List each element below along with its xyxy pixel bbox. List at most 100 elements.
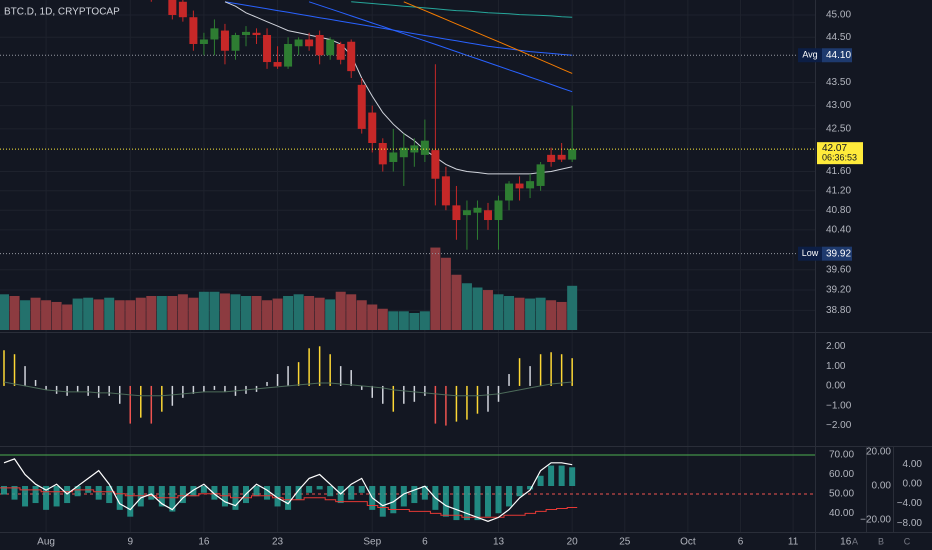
histogram-bar: [348, 486, 355, 500]
volume-bar: [514, 297, 525, 330]
volume-bar: [240, 296, 251, 330]
y-tick-label: 42.50: [826, 124, 851, 135]
price-line-value-box: [822, 48, 852, 63]
histogram-bar: [421, 486, 428, 500]
y-tick-label: −4.00: [897, 498, 923, 509]
histogram-bar: [316, 486, 323, 490]
volume-bar: [51, 301, 62, 330]
volume-bar: [546, 300, 557, 330]
x-tick-label: 16: [198, 537, 210, 548]
histogram-bar: [527, 486, 534, 490]
histogram-bar: [264, 486, 271, 500]
histogram-bar: [74, 486, 81, 497]
y-tick-label: 40.00: [829, 508, 854, 519]
volume-bar: [135, 297, 146, 330]
y-tick-label: 4.00: [903, 459, 923, 470]
volume-bar: [409, 313, 420, 330]
histogram-bar: [274, 486, 281, 507]
y-tick-label: 38.80: [826, 305, 851, 316]
y-tick-label: 44.50: [826, 32, 851, 43]
volume-bar: [93, 299, 104, 330]
candle-body: [526, 181, 535, 189]
histogram-bar: [390, 486, 397, 514]
candle-body: [305, 39, 314, 47]
histogram-bar: [53, 486, 60, 507]
candle-body: [505, 183, 514, 201]
candle-body: [431, 150, 440, 179]
scale-button[interactable]: C: [904, 536, 911, 546]
volume-bar: [504, 296, 515, 330]
volume-bar: [251, 296, 262, 330]
histogram-bar: [148, 486, 155, 500]
x-tick-label: 6: [422, 537, 428, 548]
volume-bar: [219, 293, 230, 330]
histogram-bar: [221, 486, 228, 507]
volume-bar: [472, 287, 483, 330]
scale-button[interactable]: A: [852, 536, 858, 546]
candle-body: [273, 62, 282, 67]
x-tick-label: 23: [272, 537, 284, 548]
histogram-bar: [95, 486, 102, 500]
histogram-bar: [200, 486, 207, 493]
indicator-line: [308, 1, 573, 93]
x-tick-label: Sep: [363, 537, 381, 548]
volume-bar: [388, 311, 399, 330]
price-line-name-box: [798, 246, 822, 261]
scale-button[interactable]: B: [878, 536, 884, 546]
candle-body: [189, 17, 198, 44]
volume-bar: [430, 247, 441, 330]
histogram-bar: [474, 486, 481, 521]
histogram-bar: [137, 486, 144, 507]
histogram-bar: [506, 486, 513, 507]
histogram-bar: [190, 486, 197, 497]
volume-bar: [72, 298, 83, 330]
histogram-bar: [411, 486, 418, 504]
histogram-bar: [453, 486, 460, 521]
volume-bar: [283, 296, 294, 330]
y-tick-label: 40.40: [826, 225, 851, 236]
candle-body: [252, 32, 261, 36]
candle-body: [420, 140, 429, 155]
main-pane: [0, 0, 815, 330]
histogram-bar: [495, 486, 502, 514]
histogram-bar: [358, 486, 365, 493]
candle-body: [357, 84, 366, 129]
y-tick-label: 20.00: [866, 447, 891, 458]
y-tick-label: 0.00: [903, 479, 923, 490]
histogram-bar: [400, 486, 407, 507]
candle-body: [452, 205, 461, 221]
x-tick-label: 13: [493, 537, 505, 548]
y-tick-label: −8.00: [897, 518, 923, 529]
axes: Aug 9 16 23 Sep 6 13 20 25 Oct 6 11 16 45.00 44.50 43.5…: [37, 10, 922, 548]
volume-bar: [377, 308, 388, 330]
candle-body: [483, 210, 492, 221]
candle-body: [389, 152, 398, 162]
volume-bar: [104, 297, 115, 330]
volume-bar: [367, 304, 378, 330]
histogram-bar: [43, 486, 50, 510]
volume-bar: [398, 311, 409, 330]
candle-body: [368, 112, 377, 144]
y-tick-label: 50.00: [829, 489, 854, 500]
y-tick-label: 41.20: [826, 185, 851, 196]
candle-body: [568, 149, 577, 160]
volume-bar: [156, 296, 167, 330]
volume-bar: [451, 274, 462, 330]
y-tick-label: −1.00: [826, 400, 852, 411]
volume-bar: [567, 285, 578, 330]
y-tick-label: 0.00: [872, 481, 892, 492]
candle-body: [168, 0, 177, 15]
histogram-bar: [558, 465, 565, 487]
grid: [0, 0, 815, 532]
indicator-line: [403, 1, 573, 74]
candle-body: [241, 31, 250, 36]
y-tick-label: 39.60: [826, 264, 851, 275]
price-line-value: 44.10: [826, 50, 851, 61]
histogram-bar: [106, 486, 113, 504]
x-tick-label: 9: [127, 537, 133, 548]
oscillator-line: [3, 458, 573, 522]
price-line-name: Low: [802, 248, 819, 258]
volume-bar: [325, 299, 336, 330]
candle-body: [378, 143, 387, 165]
